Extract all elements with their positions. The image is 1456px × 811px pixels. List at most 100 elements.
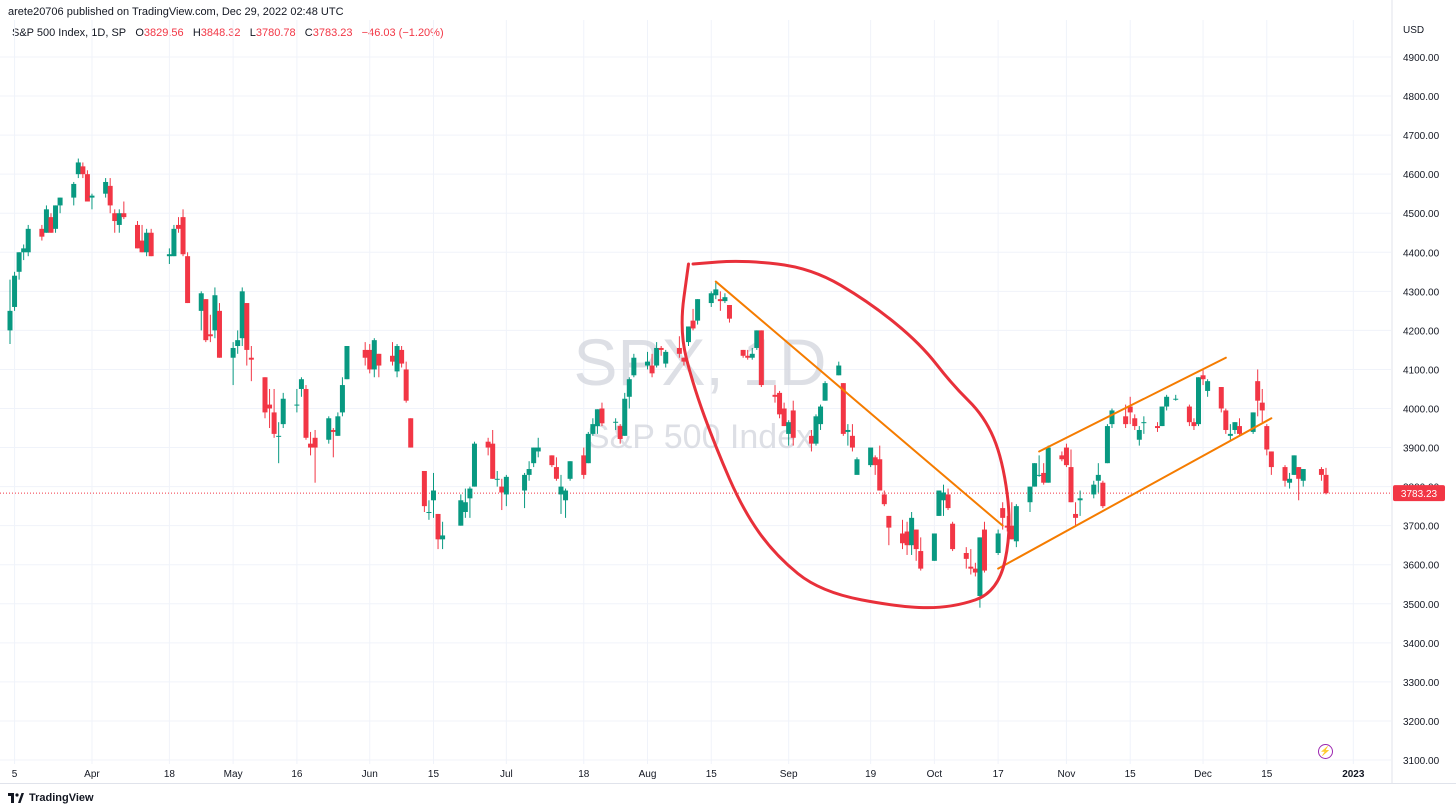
candle-up bbox=[845, 429, 851, 432]
x-tick-label: 15 bbox=[1125, 769, 1137, 780]
candle-down bbox=[48, 217, 54, 233]
candle-up bbox=[585, 433, 591, 464]
candle-down bbox=[1004, 525, 1010, 528]
candle-up bbox=[1141, 422, 1147, 424]
candle-down bbox=[1282, 467, 1288, 481]
candle-down bbox=[271, 412, 277, 434]
candle-down bbox=[1296, 467, 1302, 479]
x-tick-label: Sep bbox=[780, 769, 798, 780]
x-tick-label: Jun bbox=[362, 769, 378, 780]
candle-up bbox=[458, 500, 464, 526]
candle-down bbox=[549, 455, 555, 466]
candle-down bbox=[777, 392, 783, 415]
candle-down bbox=[726, 305, 732, 319]
x-tick-label: Jul bbox=[500, 769, 513, 780]
candle-down bbox=[107, 185, 113, 206]
candle-down bbox=[553, 467, 559, 479]
y-tick-label: 4000.00 bbox=[1403, 405, 1440, 416]
candle-down bbox=[435, 513, 441, 540]
candle-down bbox=[881, 494, 887, 505]
candle-up bbox=[1045, 447, 1051, 483]
candle-up bbox=[626, 379, 632, 397]
candle-down bbox=[1127, 406, 1133, 413]
candle-down bbox=[207, 334, 213, 337]
candle-down bbox=[918, 551, 924, 569]
candle-down bbox=[203, 299, 209, 341]
candle-down bbox=[717, 299, 723, 302]
candle-up bbox=[7, 310, 13, 331]
candle-down bbox=[112, 213, 118, 222]
candle-down bbox=[248, 357, 254, 360]
y-tick-label: 4200.00 bbox=[1403, 326, 1440, 337]
candle-up bbox=[754, 330, 760, 348]
candle-up bbox=[749, 353, 755, 358]
candle-up bbox=[868, 447, 874, 466]
candle-up bbox=[503, 476, 509, 495]
candle-up bbox=[854, 459, 860, 475]
candle-down bbox=[972, 568, 978, 573]
candle-up bbox=[339, 385, 345, 413]
candle-up bbox=[1077, 498, 1083, 501]
candle-down bbox=[1009, 525, 1015, 540]
candle-up bbox=[1164, 396, 1170, 407]
candle-up bbox=[326, 418, 332, 440]
candle-down bbox=[1200, 375, 1206, 380]
candle-up bbox=[613, 421, 619, 423]
candle-up bbox=[977, 537, 983, 596]
candle-up bbox=[144, 232, 150, 253]
tradingview-logo-icon[interactable] bbox=[8, 793, 24, 803]
footer-divider bbox=[0, 783, 1456, 784]
candle-down bbox=[1132, 418, 1138, 427]
candle-down bbox=[740, 349, 746, 356]
symbol-label[interactable]: S&P 500 Index, 1D, SP bbox=[12, 27, 127, 39]
candle-down bbox=[1191, 422, 1197, 427]
candle-down bbox=[1259, 402, 1265, 411]
candle-down bbox=[175, 224, 181, 229]
candle-down bbox=[1255, 381, 1261, 401]
candle-up bbox=[1091, 484, 1097, 495]
candle-up bbox=[171, 228, 177, 257]
candle-up bbox=[531, 447, 537, 464]
low-value: 3780.78 bbox=[255, 27, 296, 39]
candle-up bbox=[335, 416, 341, 436]
candle-up bbox=[235, 340, 241, 347]
lightning-bolt-icon[interactable]: ⚡ bbox=[1318, 744, 1333, 759]
candle-down bbox=[745, 355, 751, 358]
candle-up bbox=[394, 346, 400, 372]
y-tick-label: 3600.00 bbox=[1403, 561, 1440, 572]
x-tick-label: Apr bbox=[84, 769, 100, 780]
candle-up bbox=[695, 299, 701, 321]
candle-down bbox=[1318, 469, 1324, 475]
candle-up bbox=[663, 351, 669, 364]
candle-down bbox=[1100, 482, 1106, 507]
candle-up bbox=[426, 511, 432, 513]
footer: TradingView bbox=[8, 790, 94, 806]
candle-up bbox=[685, 326, 691, 343]
candle-down bbox=[790, 410, 796, 438]
candle-down bbox=[367, 349, 373, 370]
candle-up bbox=[722, 297, 728, 302]
candle-down bbox=[244, 303, 250, 350]
candle-up bbox=[166, 254, 172, 257]
candle-up bbox=[786, 422, 792, 434]
candle-up bbox=[212, 295, 218, 331]
candle-down bbox=[758, 330, 764, 386]
candle-down bbox=[1268, 451, 1274, 468]
publisher-line: arete20706 published on TradingView.com,… bbox=[8, 6, 344, 18]
candle-up bbox=[590, 424, 596, 434]
candle-down bbox=[330, 429, 336, 432]
x-tick-label: 18 bbox=[164, 769, 176, 780]
change-value: −46.03 (−1.20%) bbox=[361, 27, 444, 39]
candle-up bbox=[909, 517, 915, 546]
candle-down bbox=[180, 217, 186, 255]
candle-down bbox=[499, 486, 505, 493]
tradingview-brand[interactable]: TradingView bbox=[29, 792, 94, 804]
candle-up bbox=[1291, 455, 1297, 475]
candle-down bbox=[399, 349, 405, 364]
x-tick-label: Oct bbox=[927, 769, 943, 780]
candle-up bbox=[940, 492, 946, 501]
candle-up bbox=[567, 461, 573, 479]
candle-down bbox=[485, 441, 491, 448]
candle-down bbox=[772, 394, 778, 397]
